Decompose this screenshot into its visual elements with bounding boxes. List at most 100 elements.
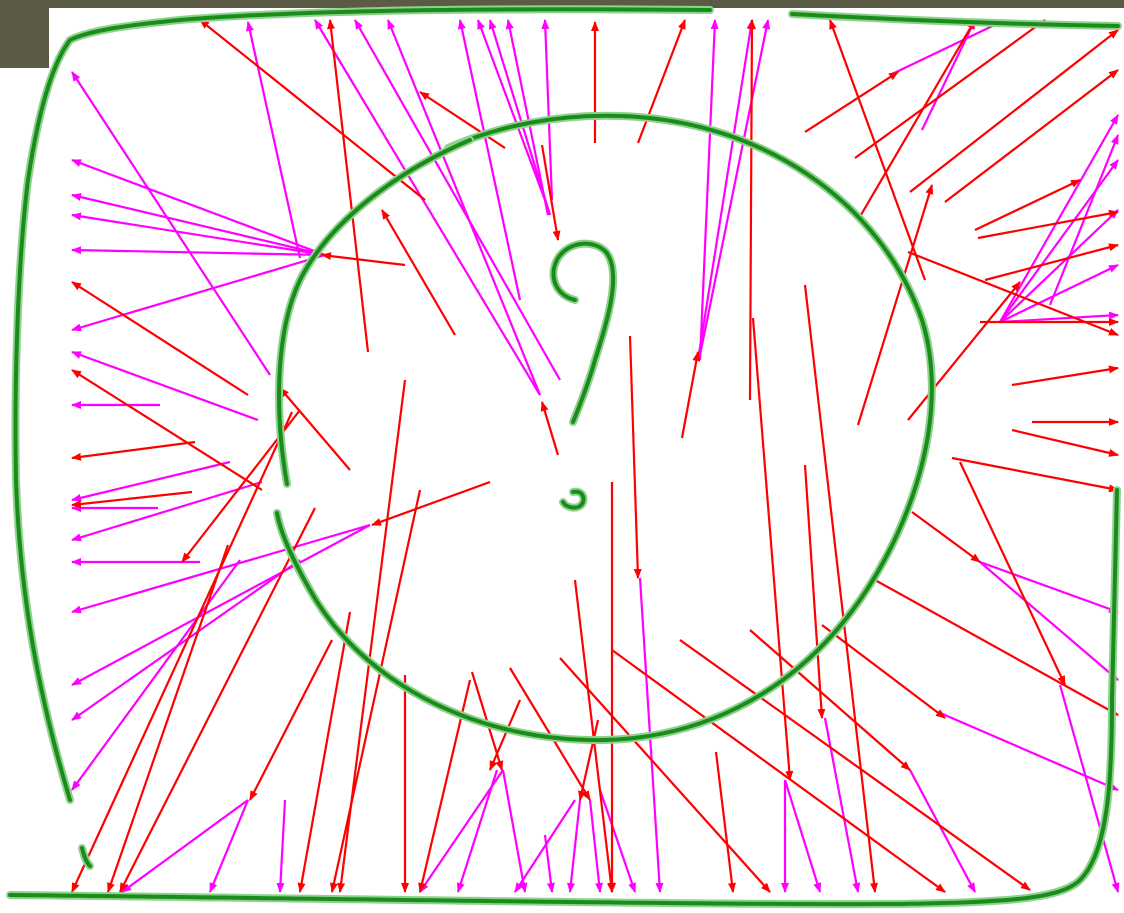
- magenta-arrow-56: [543, 834, 555, 893]
- magenta-arrow-29: [889, 19, 1006, 76]
- red-arrow-34: [803, 464, 826, 719]
- magenta-arrow-47: [456, 769, 499, 893]
- red-arrow-15: [977, 209, 1119, 240]
- red-arrow-33: [803, 284, 878, 893]
- magenta-arrow-36: [1048, 134, 1120, 306]
- red-arrow-63: [578, 719, 600, 801]
- red-arrow-27: [749, 629, 911, 771]
- red-arrow-54: [71, 281, 249, 396]
- magenta-arrow-22: [476, 19, 547, 201]
- red-arrow-18: [907, 281, 1021, 421]
- magenta-arrow-3: [71, 212, 326, 257]
- magenta-arrow-17: [71, 559, 241, 791]
- magenta-arrow-43: [514, 799, 576, 893]
- magenta-arrow-2: [71, 193, 326, 257]
- red-arrow-29: [611, 649, 946, 893]
- magenta-arrows: [71, 19, 1120, 893]
- red-arrow-8: [747, 19, 756, 401]
- red-arrow-7: [636, 19, 687, 144]
- red-arrow-45: [297, 611, 352, 893]
- magenta-arrow-6: [71, 71, 271, 376]
- red-arrow-12: [944, 69, 1119, 203]
- red-arrow-31: [714, 751, 736, 893]
- red-arrow-4: [327, 19, 370, 353]
- circle-left-arc-stroke: [277, 138, 472, 486]
- red-arrow-21: [1011, 428, 1119, 457]
- magenta-arrow-42: [598, 789, 637, 893]
- magenta-arrow-1: [71, 158, 326, 257]
- magenta-arrow-26: [698, 19, 719, 361]
- magenta-arrow-38: [979, 561, 1119, 681]
- magenta-arrow-45: [419, 769, 504, 893]
- red-arrow-9: [804, 71, 899, 133]
- magenta-arrow-34: [999, 264, 1119, 323]
- red-arrow-55: [71, 369, 263, 491]
- corner-block: [0, 0, 49, 68]
- red-arrow-32: [751, 317, 794, 781]
- magenta-arrow-50: [121, 799, 249, 893]
- magenta-arrow-44: [566, 799, 582, 893]
- red-arrow-22: [951, 456, 1119, 493]
- magenta-arrow-52: [783, 779, 822, 893]
- magenta-arrow-23: [488, 19, 552, 216]
- red-arrow-24: [911, 511, 981, 563]
- magenta-arrow-18: [386, 19, 542, 396]
- magenta-arrow-35: [999, 311, 1119, 324]
- red-arrow-50: [71, 411, 293, 893]
- red-arrow-47: [330, 489, 422, 893]
- red-arrow-42: [540, 401, 560, 456]
- red-arrow-52: [279, 387, 351, 471]
- magenta-arrow-15: [71, 524, 371, 686]
- red-arrow-51: [106, 544, 230, 893]
- red-arrow-37: [680, 351, 701, 439]
- magenta-arrow-5: [71, 253, 326, 332]
- magenta-arrow-37: [979, 560, 1119, 614]
- magenta-arrow-33: [999, 209, 1119, 323]
- magenta-arrow-16: [71, 559, 301, 721]
- magenta-arrow-48: [276, 799, 287, 893]
- red-arrow-40: [488, 699, 522, 771]
- top-bar-fill: [0, 0, 1124, 8]
- red-arrow-16: [984, 243, 1119, 282]
- red-arrow-30: [559, 657, 771, 893]
- red-arrow-25: [874, 579, 1119, 716]
- outer-frame-bottom-stroke: [8, 488, 1119, 907]
- magenta-arrow-21: [457, 19, 522, 301]
- magenta-arrow-4: [71, 246, 326, 257]
- large-circle-stroke: [275, 113, 934, 743]
- magenta-arrow-12: [71, 480, 263, 542]
- red-arrow-13: [909, 29, 1119, 193]
- red-arrow-43: [371, 480, 491, 527]
- red-arrow-28: [679, 639, 1031, 891]
- red-arrow-61: [856, 184, 934, 426]
- magenta-arrow-46: [501, 769, 528, 893]
- red-arrow-57: [71, 440, 196, 461]
- magenta-arrow-55: [588, 799, 604, 893]
- top-window-bar: [0, 0, 1124, 8]
- center-hook-stroke: [551, 241, 616, 424]
- magenta-arrow-28: [696, 19, 755, 361]
- magenta-arrow-49: [208, 799, 250, 893]
- outer-frame-small-hook: [80, 846, 92, 868]
- red-arrow-19: [1011, 365, 1119, 387]
- center-small-loop-stroke: [561, 489, 586, 510]
- magenta-arrow-40: [1058, 684, 1120, 893]
- red-arrow-49: [119, 507, 316, 893]
- magenta-arrow-10: [71, 460, 231, 502]
- red-arrow-41: [540, 144, 561, 241]
- red-arrow-10: [854, 19, 1046, 159]
- outer-frame-top-left-stroke: [13, 7, 712, 802]
- red-arrow-1: [321, 252, 406, 267]
- red-arrow-3: [419, 91, 506, 149]
- magenta-arrow-8: [71, 350, 259, 422]
- magenta-arrow-30: [921, 19, 976, 131]
- magenta-arrow-27: [698, 19, 771, 356]
- green-strokes: [6, 5, 1122, 909]
- red-arrow-5: [381, 209, 456, 336]
- magenta-arrow-51: [823, 717, 861, 893]
- red-arrow-23: [959, 461, 1066, 686]
- red-arrow-11: [857, 19, 976, 221]
- magenta-arrow-19: [314, 19, 541, 396]
- red-arrow-26: [821, 624, 946, 719]
